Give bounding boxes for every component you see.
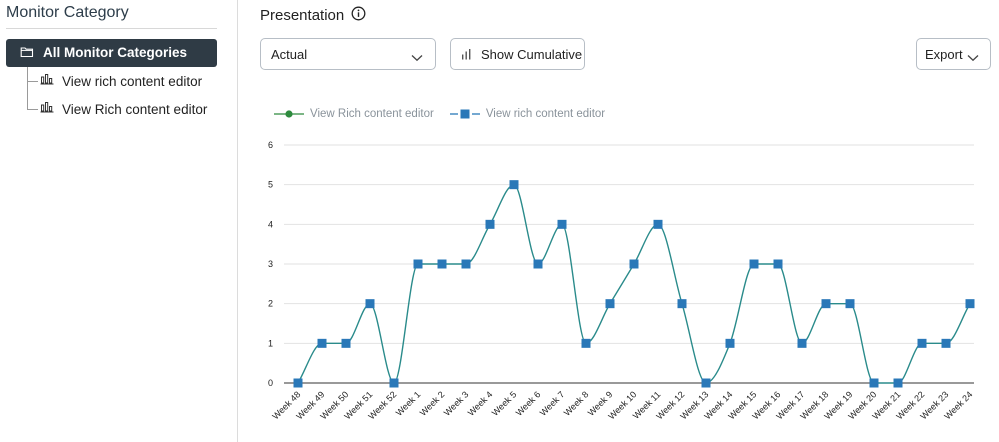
data-point-marker xyxy=(605,299,615,309)
presentation-select-value: Actual xyxy=(271,47,308,62)
legend-item-circle-series[interactable]: View Rich content editor xyxy=(274,108,434,120)
x-tick-label: Week 7 xyxy=(538,389,567,418)
data-point-marker xyxy=(389,378,399,388)
bar-chart-icon xyxy=(40,100,54,118)
sidebar-title: Monitor Category xyxy=(6,4,129,21)
folder-icon xyxy=(20,45,34,64)
data-point-marker xyxy=(293,378,303,388)
bar-chart-icon xyxy=(40,72,54,90)
y-tick-label: 1 xyxy=(268,338,273,348)
data-point-marker xyxy=(341,338,351,348)
x-tick-label: Week 6 xyxy=(514,389,543,418)
bar-chart-icon xyxy=(460,47,474,64)
legend-label: View Rich content editor xyxy=(310,108,434,120)
legend-label: View rich content editor xyxy=(485,108,606,120)
tree-connector xyxy=(27,67,28,110)
y-tick-label: 5 xyxy=(268,180,273,190)
data-point-marker xyxy=(965,299,975,309)
data-point-marker xyxy=(677,299,687,309)
data-point-marker xyxy=(845,299,855,309)
data-point-marker xyxy=(797,338,807,348)
show-cumulative-label: Show Cumulative xyxy=(481,47,583,62)
tree-item-label: View rich content editor xyxy=(62,73,203,89)
presentation-select[interactable]: Actual xyxy=(260,38,436,70)
data-point-marker xyxy=(701,378,711,388)
page-title: Presentation xyxy=(260,7,345,24)
data-point-marker xyxy=(485,219,495,229)
x-tick-label: Week 8 xyxy=(562,389,591,418)
series-line xyxy=(297,183,971,384)
y-tick-label: 6 xyxy=(268,140,273,150)
chevron-down-icon xyxy=(411,50,423,65)
data-point-marker xyxy=(557,219,567,229)
data-point-marker xyxy=(437,259,447,269)
data-point-marker xyxy=(533,259,543,269)
y-tick-label: 3 xyxy=(268,259,273,269)
x-tick-label: Week 5 xyxy=(490,389,519,418)
data-point-marker xyxy=(773,259,783,269)
data-point-marker xyxy=(413,259,423,269)
data-point-marker xyxy=(725,338,735,348)
data-point-marker xyxy=(869,378,879,388)
sidebar-divider xyxy=(6,28,217,29)
data-point-marker xyxy=(461,259,471,269)
tree-item-view-rich-content-editor-2[interactable]: View Rich content editor xyxy=(40,99,207,119)
x-tick-label: Week 2 xyxy=(418,389,447,418)
tree-item-label: View Rich content editor xyxy=(62,101,208,117)
x-tick-label: Week 1 xyxy=(394,389,423,418)
export-label: Export xyxy=(925,47,963,62)
data-point-marker xyxy=(893,378,903,388)
chevron-down-icon xyxy=(967,50,979,65)
tree-connector xyxy=(27,109,38,110)
data-point-marker xyxy=(629,259,639,269)
data-point-marker xyxy=(941,338,951,348)
y-tick-label: 0 xyxy=(268,378,273,388)
info-icon[interactable] xyxy=(351,6,366,25)
data-point-marker xyxy=(581,338,591,348)
data-point-marker xyxy=(749,259,759,269)
legend-item-square-series[interactable]: View rich content editor xyxy=(449,108,606,120)
x-tick-label: Week 3 xyxy=(442,389,471,418)
chart-legend: View Rich content editor View rich conte… xyxy=(274,106,605,122)
data-point-marker xyxy=(317,338,327,348)
presentation-header: Presentation xyxy=(260,6,366,25)
tree-connector xyxy=(27,81,38,82)
export-button[interactable]: Export xyxy=(916,38,991,70)
x-tick-label: Week 4 xyxy=(466,389,495,418)
tree-root-label: All Monitor Categories xyxy=(43,45,188,60)
data-point-marker xyxy=(917,338,927,348)
sidebar: Monitor Category All Monitor Categories … xyxy=(0,0,238,442)
tree-item-all-monitor-categories[interactable]: All Monitor Categories xyxy=(6,39,217,67)
y-tick-label: 2 xyxy=(268,299,273,309)
tree-item-view-rich-content-editor[interactable]: View rich content editor xyxy=(40,71,202,91)
data-point-marker xyxy=(365,299,375,309)
data-point-marker xyxy=(653,219,663,229)
show-cumulative-button[interactable]: Show Cumulative xyxy=(450,38,585,70)
y-tick-label: 4 xyxy=(268,219,273,229)
data-point-marker xyxy=(821,299,831,309)
data-point-marker xyxy=(509,180,519,190)
